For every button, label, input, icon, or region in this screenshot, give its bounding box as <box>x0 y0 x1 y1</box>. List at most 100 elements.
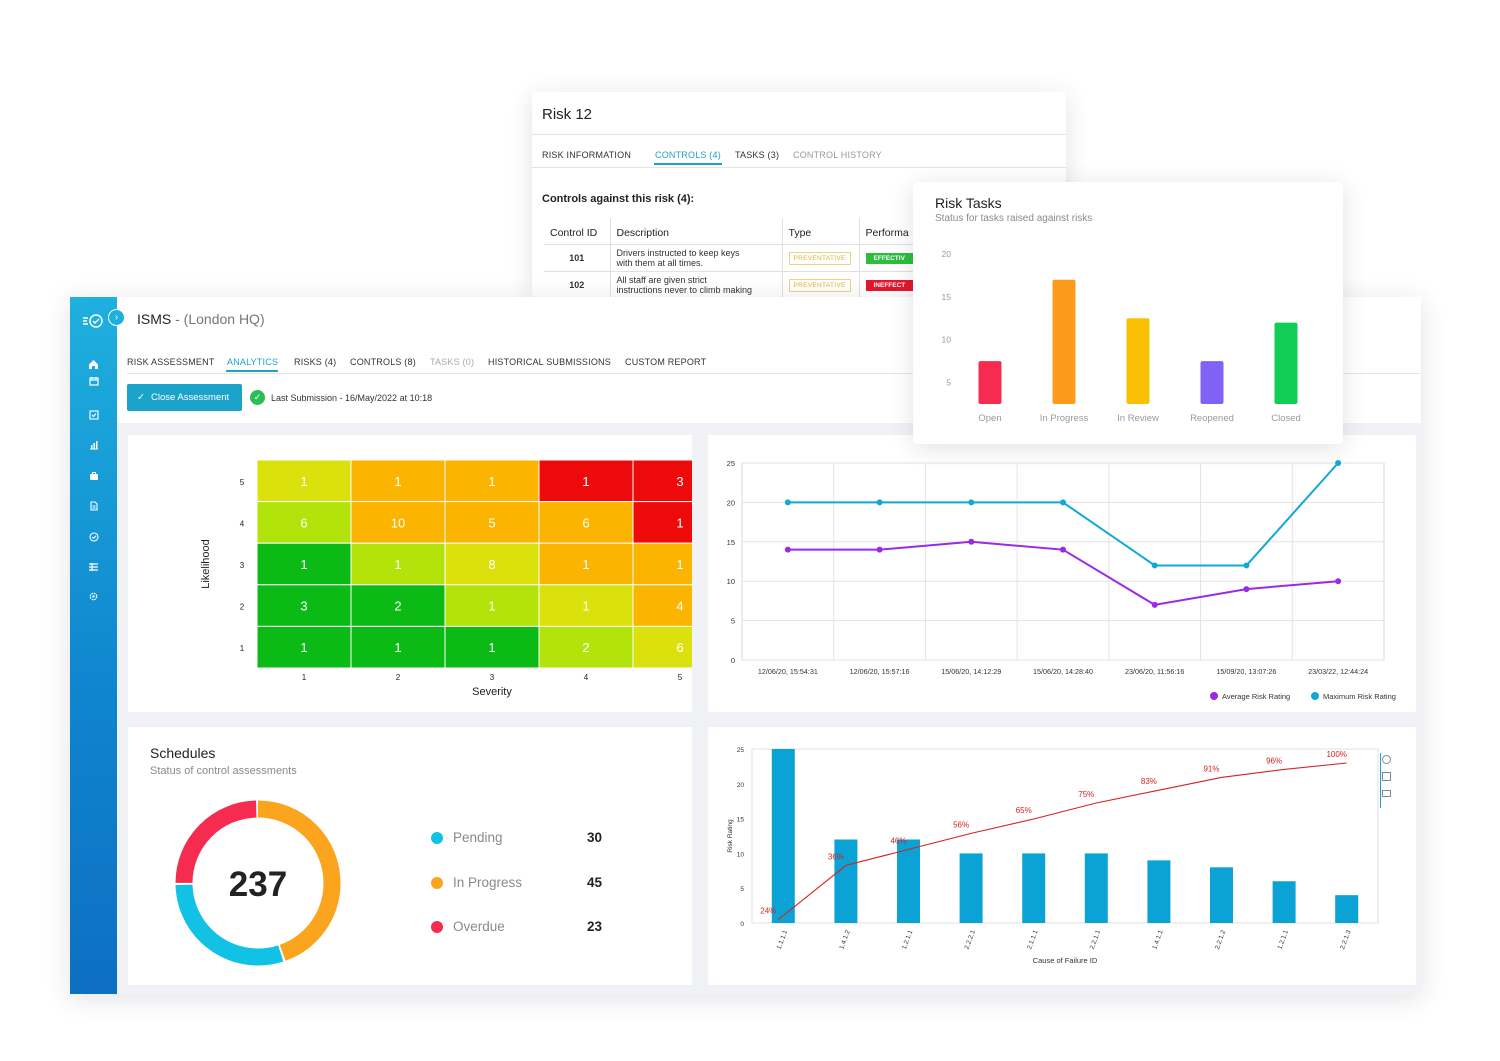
column-header[interactable]: Type <box>782 218 860 245</box>
control-description: All staff are given strict instructions n… <box>610 271 783 297</box>
heatmap-cell <box>350 584 446 627</box>
data-view-icon[interactable] <box>1382 772 1391 781</box>
risk-tasks-subtitle: Status for tasks raised against risks <box>935 213 1093 224</box>
check-circle-icon: ✓ <box>250 390 265 405</box>
settings-icon[interactable] <box>86 589 101 604</box>
donut-total: 237 <box>229 865 287 904</box>
description-line: instructions never to climb making <box>616 285 753 295</box>
close-assessment-button[interactable]: ✓ Close Assessment <box>127 384 242 411</box>
table-header-row: Control ID Description Type Performa <box>544 218 920 245</box>
heatmap-cell-value: 1 <box>394 640 401 655</box>
column-header[interactable]: Description <box>610 218 783 245</box>
bar <box>771 749 795 923</box>
briefcase-icon[interactable] <box>86 468 101 483</box>
pareto-chart: 0 5 10 15 20 25 1.1.1.1 1.4.1.2 1.2.1.1 2.2.2.1 2.… <box>727 747 1379 965</box>
table-row[interactable]: 102 All staff are given strict instructio… <box>544 271 920 297</box>
x-tick-label: 15/06/20, 14:28:40 <box>1033 667 1093 676</box>
document-icon[interactable] <box>86 498 101 513</box>
tab-risk-assessment[interactable]: RISK ASSESSMENT <box>127 357 215 367</box>
legend-item-pending[interactable]: Pending 30 <box>431 830 602 845</box>
tab-custom-report[interactable]: CUSTOM REPORT <box>625 357 707 367</box>
donut-segment-in-progress <box>175 800 341 966</box>
x-tick-label: 2.2.1.1 <box>1089 929 1103 950</box>
column-header[interactable]: Control ID <box>544 218 611 245</box>
x-axis-label: Severity <box>472 686 512 698</box>
schedules-donut: 237 <box>175 800 341 966</box>
heatmap-cell-value: 2 <box>394 599 401 614</box>
x-tick-label: 1 <box>302 673 307 682</box>
save-image-icon[interactable] <box>1382 790 1391 797</box>
bar-chart-icon[interactable] <box>86 437 101 452</box>
cumulative-label: 91% <box>1203 764 1219 773</box>
calendar-icon[interactable] <box>86 373 101 388</box>
heatmap-cell-value: 1 <box>676 515 683 530</box>
x-tick-label: In Progress <box>1040 413 1089 424</box>
bar <box>1147 860 1171 923</box>
description-line: Drivers instructed to keep keys <box>616 248 740 258</box>
y-tick-label: 2 <box>240 603 245 612</box>
heatmap-cell-value: 5 <box>488 515 495 530</box>
legend-marker <box>1210 692 1218 700</box>
risk-tasks-card: Risk Tasks Status for tasks raised again… <box>913 182 1343 444</box>
active-tab-indicator <box>226 370 278 372</box>
y-tick-label: 1 <box>240 644 245 653</box>
refresh-icon[interactable] <box>1382 755 1391 764</box>
donut-segment-pending <box>175 800 341 966</box>
y-tick-label: 5 <box>240 478 245 487</box>
menu-logo-icon[interactable] <box>82 313 104 328</box>
check-circle-icon[interactable] <box>86 529 101 544</box>
x-tick-label: 2.2.1.2 <box>1214 929 1228 950</box>
x-tick-label: Closed <box>1271 413 1301 424</box>
checklist-icon[interactable] <box>86 407 101 422</box>
risk-tasks-title: Risk Tasks <box>935 195 1002 211</box>
heatmap-cell-value: 1 <box>488 640 495 655</box>
controls-table: Control ID Description Type Performa 101… <box>544 218 920 297</box>
tab-historical-submissions[interactable]: HISTORICAL SUBMISSIONS <box>488 357 611 367</box>
heatmap-cell-value: 1 <box>394 557 401 572</box>
isms-window: › ISMS - (London HQ) RISK ASSESSMENT ANA… <box>70 297 1421 994</box>
bar <box>1210 867 1233 923</box>
home-icon[interactable] <box>86 357 101 372</box>
y-tick-label: 10 <box>737 851 745 858</box>
tab-controls[interactable]: CONTROLS (8) <box>350 357 416 367</box>
table-icon[interactable] <box>86 559 101 574</box>
legend-marker <box>1311 692 1319 700</box>
x-tick-label: 4 <box>584 673 589 682</box>
x-tick-label: 23/06/20, 11:56:16 <box>1125 667 1184 676</box>
tab-risks[interactable]: RISKS (4) <box>294 357 337 367</box>
performance-badge: INEFFECT <box>865 280 914 291</box>
x-tick-label: 12/06/20, 15:57:16 <box>850 667 910 676</box>
legend-item-overdue[interactable]: Overdue 23 <box>431 919 602 934</box>
tab-controls[interactable]: CONTROLS (4) <box>655 150 721 160</box>
data-point <box>1060 499 1066 506</box>
heatmap-cell <box>538 501 634 544</box>
bar <box>834 839 858 923</box>
legend-value: 45 <box>587 875 603 890</box>
control-id-link[interactable]: 101 <box>544 244 611 272</box>
bar <box>1200 361 1224 404</box>
tab-control-history[interactable]: CONTROL HISTORY <box>793 150 882 160</box>
y-axis-label: Likelihood <box>200 539 212 589</box>
control-id-link[interactable]: 102 <box>544 271 611 297</box>
table-row[interactable]: 101 Drivers instructed to keep keys with … <box>544 244 920 272</box>
column-header[interactable]: Performa <box>859 218 920 245</box>
close-assessment-label: Close Assessment <box>150 392 230 403</box>
data-point <box>1335 578 1342 585</box>
heatmap-cell-value: 1 <box>300 474 307 489</box>
legend-label: Maximum Risk Rating <box>1323 692 1396 701</box>
bar <box>1126 318 1150 404</box>
tab-tasks[interactable]: TASKS (3) <box>735 150 780 160</box>
tab-risk-information[interactable]: RISK INFORMATION <box>542 150 632 160</box>
description-line: with them at all times. <box>616 258 704 268</box>
data-point <box>968 499 975 506</box>
last-submission-text: Last Submission - 16/May/2022 at 10:18 <box>271 392 433 403</box>
bar <box>978 361 1002 404</box>
tab-analytics[interactable]: ANALYTICS <box>227 357 279 367</box>
expand-sidebar-icon[interactable]: › <box>108 309 125 326</box>
heatmap-cell <box>256 625 352 669</box>
legend-item-in-progress[interactable]: In Progress 45 <box>431 875 602 890</box>
heatmap-cell-value: 1 <box>488 474 495 489</box>
heatmap-cell <box>538 625 634 669</box>
tab-tasks[interactable]: TASKS (0) <box>430 357 475 367</box>
risk-heatmap: 1 1 1 1 3 5 6 10 5 6 1 4 1 1 8 1 1 3 3 2 1 1 4 2 1 1 1 2 6 1 1 2 3 4 5 Seve… <box>200 459 728 698</box>
